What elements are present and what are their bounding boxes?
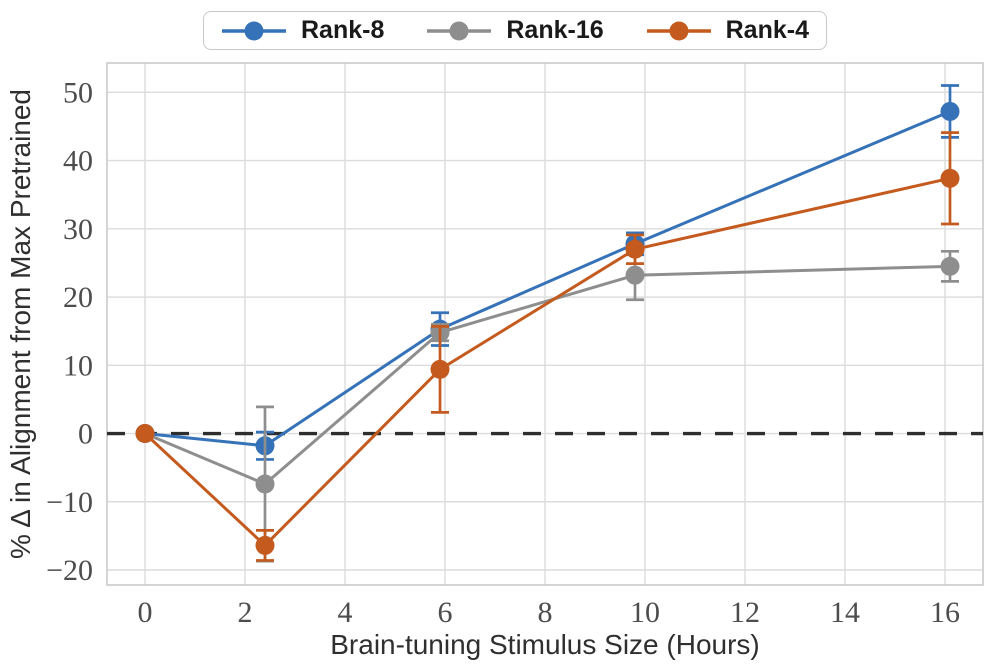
- svg-text:−20: −20: [46, 554, 93, 587]
- x-tick-labels: 0 2 4 6 8 10 12 14 16: [138, 596, 961, 629]
- data-point-marker: [135, 424, 155, 444]
- legend-item-rank-4: Rank-4: [646, 18, 809, 43]
- legend-label-rank-16: Rank-16: [506, 16, 604, 44]
- svg-text:40: 40: [63, 145, 93, 178]
- svg-text:2: 2: [238, 596, 253, 629]
- x-axis-label: Brain-tuning Stimulus Size (Hours): [330, 629, 760, 660]
- svg-text:0: 0: [138, 596, 153, 629]
- data-point-marker: [255, 474, 275, 494]
- y-tick-labels: −20 −10 0 10 20 30 40 50: [46, 76, 93, 587]
- data-point-marker: [625, 265, 645, 285]
- data-point-marker: [625, 239, 645, 259]
- line-marker-icon: [646, 21, 711, 40]
- legend: Rank-8 Rank-16 Rank-4: [202, 11, 828, 50]
- svg-text:10: 10: [63, 349, 93, 382]
- line-marker-icon: [221, 21, 286, 40]
- svg-text:10: 10: [630, 596, 660, 629]
- svg-text:20: 20: [63, 281, 93, 314]
- legend-item-rank-8: Rank-8: [221, 18, 384, 43]
- svg-text:30: 30: [63, 213, 93, 246]
- plot-border: [106, 62, 984, 586]
- series-rank-4: [135, 131, 960, 562]
- line-marker-icon: [427, 21, 492, 40]
- y-axis-label: % Δ in Alignment from Max Pretrained: [5, 89, 36, 559]
- svg-text:14: 14: [830, 596, 860, 629]
- svg-text:−10: −10: [46, 486, 93, 519]
- data-point-marker: [430, 359, 450, 379]
- svg-text:12: 12: [730, 596, 760, 629]
- data-point-marker: [255, 535, 275, 555]
- legend-label-rank-4: Rank-4: [725, 16, 810, 44]
- svg-text:16: 16: [930, 596, 960, 629]
- legend-item-rank-16: Rank-16: [426, 16, 604, 44]
- svg-text:6: 6: [438, 596, 453, 629]
- svg-text:4: 4: [338, 596, 353, 629]
- data-point-marker: [940, 256, 960, 276]
- legend-label-rank-8: Rank-8: [300, 16, 385, 44]
- gridlines: [107, 63, 983, 585]
- svg-text:8: 8: [538, 596, 553, 629]
- svg-text:50: 50: [63, 76, 93, 109]
- svg-text:0: 0: [78, 418, 93, 451]
- data-point-marker: [940, 168, 960, 188]
- data-point-marker: [940, 101, 960, 121]
